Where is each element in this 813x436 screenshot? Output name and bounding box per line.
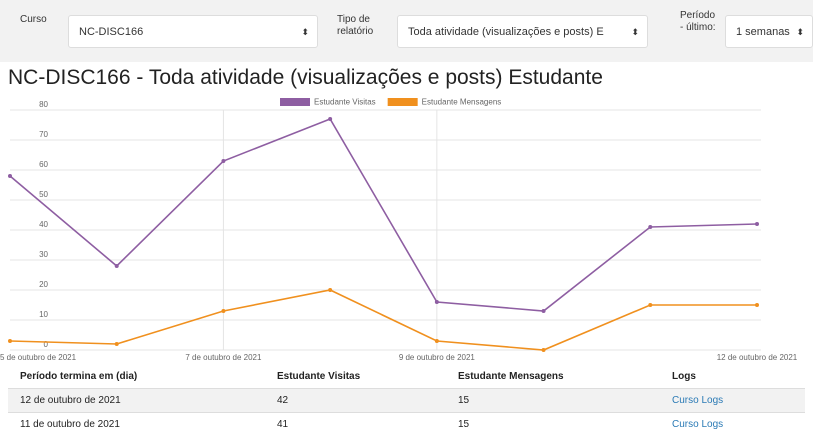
select-arrow: ⬍ <box>301 27 309 37</box>
y-tick-label: 60 <box>39 160 48 169</box>
cell: 42 <box>277 395 289 406</box>
y-tick-label: 30 <box>39 250 48 259</box>
legend-label: Estudante Visitas <box>314 98 376 107</box>
chart-title: NC-DISC166 - Toda atividade (visualizaçõ… <box>8 66 603 89</box>
data-point <box>648 225 653 229</box>
table-header-row: Período termina em (dia) Estudante Visita… <box>8 365 805 388</box>
x-tick-label: 7 de outubro de 2021 <box>185 353 262 362</box>
series-line <box>9 118 758 312</box>
cell: 41 <box>277 419 289 430</box>
legend-swatch <box>387 98 418 106</box>
select-arrow: ⬍ <box>796 27 804 37</box>
series-line <box>9 289 757 351</box>
x-tick-label: 5 de outubro de 2021 <box>0 353 77 362</box>
cell: 12 de outubro de 2021 <box>20 395 121 406</box>
table: Período termina em (dia) Estudante Visita… <box>8 365 805 436</box>
data-point <box>8 339 12 343</box>
logs-link[interactable]: Curso Logs <box>672 419 724 430</box>
data-point <box>648 303 653 307</box>
data-point <box>755 222 759 226</box>
y-tick-label: 80 <box>39 100 48 109</box>
data-point <box>8 174 12 178</box>
data-point <box>328 117 333 121</box>
cell: Curso Logs <box>672 395 723 406</box>
x-tick-label: 12 de outubro de 2021 <box>717 353 798 362</box>
report-value: Toda atividade (visualizações e posts) E <box>408 26 604 38</box>
cell: 15 <box>458 419 470 430</box>
period-select[interactable]: 1 semanas ⬍ <box>725 15 813 48</box>
data-point <box>114 342 119 346</box>
y-tick-label: 70 <box>39 130 48 139</box>
column-header: Logs <box>672 371 696 382</box>
report-select[interactable]: Toda atividade (visualizações e posts) E… <box>397 15 648 48</box>
table-row: 12 de outubro de 2021 42 15 Curso Logs <box>8 388 805 412</box>
legend-label: Estudante Mensagens <box>422 98 502 107</box>
report-label: Tipo de relatório <box>337 14 374 37</box>
data-point <box>541 348 546 352</box>
cell: Curso Logs <box>672 419 723 430</box>
y-tick-label: 20 <box>39 280 48 289</box>
data-point <box>434 339 439 343</box>
course-value: NC-DISC166 <box>79 26 144 38</box>
chart: 0 10 20 30 40 50 60 70 80 5 de outubro de 2021 7 d… <box>0 98 798 363</box>
cell: 15 <box>458 395 470 406</box>
course-label: Curso <box>20 14 47 25</box>
y-tick-label: 40 <box>39 220 48 229</box>
y-tick-label: 50 <box>39 190 48 199</box>
cell: 11 de outubro de 2021 <box>20 419 120 430</box>
period-value: 1 semanas <box>736 26 790 38</box>
data-point <box>755 303 759 307</box>
select-arrow: ⬍ <box>631 27 639 37</box>
data-point <box>114 264 119 268</box>
data-point <box>328 288 333 292</box>
data-point <box>434 300 439 304</box>
data-point <box>221 159 226 163</box>
legend-swatch <box>280 98 310 106</box>
y-tick-label: 10 <box>39 310 48 319</box>
data-point <box>541 309 546 313</box>
logs-link[interactable]: Curso Logs <box>672 395 724 406</box>
table-row: 11 de outubro de 2021 41 15 Curso Logs <box>8 412 805 436</box>
x-tick-label: 9 de outubro de 2021 <box>399 353 476 362</box>
column-header: Estudante Visitas <box>277 371 361 382</box>
column-header: Período termina em (dia) <box>20 371 138 382</box>
course-select[interactable]: NC-DISC166 ⬍ <box>68 15 318 48</box>
filter-bar: Curso NC-DISC166 ⬍ Tipo de relatório Toda… <box>0 0 813 62</box>
period-label: Período - último: <box>680 10 716 33</box>
column-header: Estudante Mensagens <box>458 371 564 382</box>
data-point <box>221 309 226 313</box>
y-tick-label: 0 <box>44 340 49 349</box>
